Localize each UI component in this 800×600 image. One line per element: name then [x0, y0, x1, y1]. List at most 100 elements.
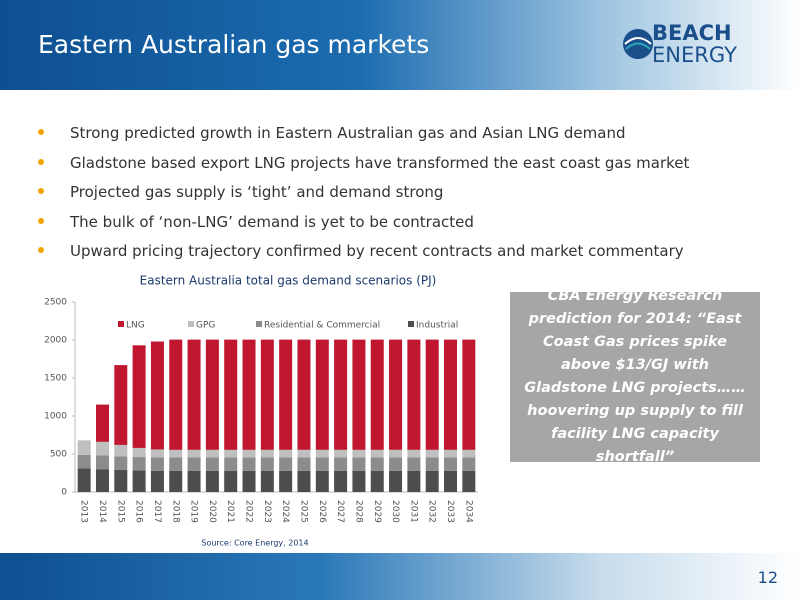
bullet: Gladstone based export LNG projects have… — [38, 150, 689, 180]
chart-title: Eastern Australia total gas demand scena… — [140, 274, 437, 288]
x-tick-label: 2026 — [317, 500, 327, 523]
bar-segment — [334, 470, 348, 492]
bar-segment — [407, 457, 421, 471]
bar-segment — [260, 457, 274, 471]
chart: Eastern Australia total gas demand scena… — [44, 274, 478, 548]
x-tick-label: 2021 — [225, 500, 235, 523]
x-tick-label: 2015 — [115, 500, 125, 523]
legend-swatch — [188, 321, 194, 327]
legend-swatch — [256, 321, 262, 327]
bar-segment — [224, 449, 238, 458]
bar-segment — [95, 404, 109, 442]
y-tick-label: 0 — [61, 488, 67, 498]
bullet: Upward pricing trajectory confirmed by r… — [38, 238, 689, 268]
bar-segment — [224, 339, 238, 450]
bar-segment — [150, 457, 164, 471]
bullet-list: Strong predicted growth in Eastern Austr… — [38, 120, 689, 268]
bar-segment — [114, 456, 128, 470]
bar-segment — [297, 470, 311, 492]
x-tick-label: 2030 — [390, 500, 400, 523]
bar-segment — [389, 470, 403, 492]
bar-segment — [444, 339, 458, 450]
bar-segment — [334, 339, 348, 450]
bar-segment — [444, 449, 458, 458]
logo-text: ENERGY — [652, 43, 737, 67]
bar-segment — [260, 470, 274, 492]
bar-segment — [95, 455, 109, 470]
bar-segment — [132, 447, 146, 458]
bar-segment — [279, 339, 293, 450]
bar-segment — [169, 449, 183, 458]
legend-swatch — [408, 321, 414, 327]
x-tick-label: 2028 — [353, 500, 363, 523]
bar-segment — [242, 470, 256, 492]
bar-segment — [370, 470, 384, 492]
bullet: The bulk of ‘non-LNG’ demand is yet to b… — [38, 209, 689, 239]
bar-segment — [132, 470, 146, 492]
source-note: Source: Core Energy, 2014 — [201, 539, 308, 548]
bar-segment — [315, 339, 329, 450]
bar-segment — [205, 470, 219, 492]
bar-segment — [370, 339, 384, 450]
bar-segment — [297, 449, 311, 458]
bar-segment — [205, 449, 219, 458]
bar-segment — [279, 457, 293, 471]
bar-segment — [407, 470, 421, 492]
bar-segment — [444, 470, 458, 492]
y-tick-label: 500 — [50, 450, 67, 460]
y-tick-label: 2500 — [44, 298, 67, 308]
bar-segment — [352, 449, 366, 458]
bar-segment — [425, 339, 439, 450]
legend-label: Residential & Commercial — [264, 321, 380, 331]
bar-segment — [114, 469, 128, 492]
bar-segment — [77, 454, 91, 469]
bar-segment — [132, 345, 146, 448]
bar-segment — [334, 457, 348, 471]
bar-segment — [205, 457, 219, 471]
x-tick-label: 2032 — [427, 500, 437, 523]
bar-segment — [260, 449, 274, 458]
bar-segment — [187, 470, 201, 492]
bar-segment — [352, 470, 366, 492]
bullet: Projected gas supply is ‘tight’ and dema… — [38, 179, 689, 209]
header-bar — [0, 0, 800, 90]
bar-segment — [297, 457, 311, 471]
bar-segment — [352, 339, 366, 450]
bar-segment — [114, 444, 128, 457]
bar-segment — [150, 341, 164, 450]
legend-label: LNG — [126, 321, 145, 331]
x-tick-label: 2013 — [79, 500, 89, 523]
bar-segment — [352, 457, 366, 471]
bar-segment — [169, 457, 183, 471]
x-tick-label: 2017 — [152, 500, 162, 523]
y-tick-label: 1000 — [44, 412, 67, 422]
bar-segment — [77, 440, 91, 455]
x-tick-label: 2020 — [207, 500, 217, 523]
bar-segment — [132, 457, 146, 471]
logo: BEACH ENERGY — [623, 21, 737, 67]
bar-segment — [279, 470, 293, 492]
bar-segment — [425, 449, 439, 458]
bar-segment — [425, 470, 439, 492]
bar-segment — [260, 339, 274, 450]
bar-segment — [95, 469, 109, 492]
y-tick-label: 1500 — [44, 374, 67, 384]
bar-segment — [187, 339, 201, 450]
bar-segment — [279, 449, 293, 458]
bar-segment — [224, 457, 238, 471]
bar-segment — [114, 365, 128, 445]
x-tick-label: 2034 — [463, 500, 473, 523]
bar-segment — [242, 449, 256, 458]
x-tick-label: 2018 — [170, 500, 180, 523]
bar-segment — [242, 339, 256, 450]
x-tick-label: 2019 — [189, 500, 199, 523]
bar-segment — [242, 457, 256, 471]
bar-segment — [425, 457, 439, 471]
bar-segment — [224, 470, 238, 492]
footer-bar — [0, 553, 800, 600]
bar-segment — [370, 449, 384, 458]
bar-segment — [389, 449, 403, 458]
bar-segment — [315, 449, 329, 458]
bar-segment — [315, 470, 329, 492]
